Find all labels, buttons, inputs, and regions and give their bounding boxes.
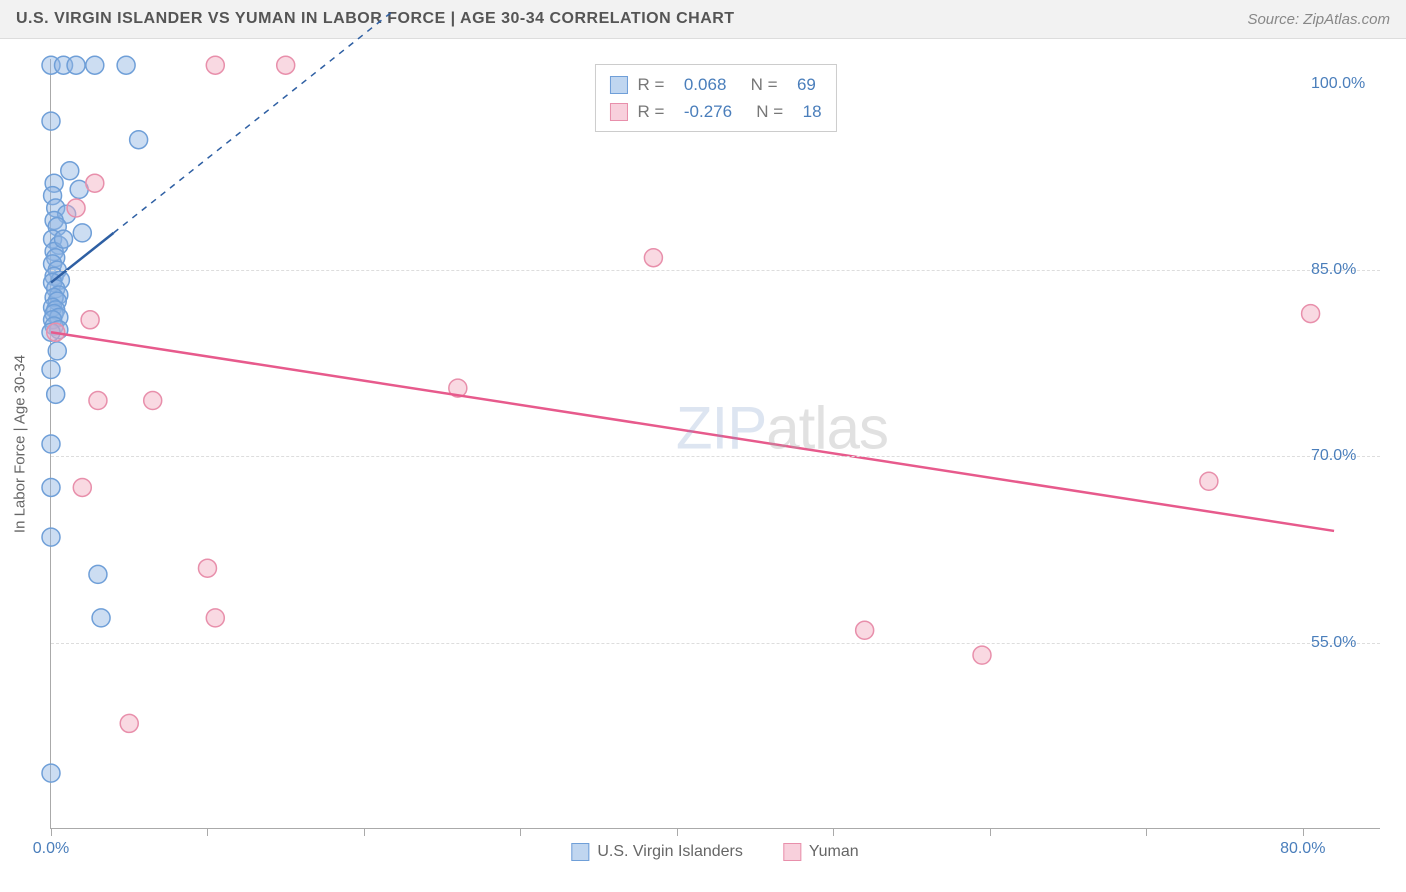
y-tick-label: 100.0%: [1311, 75, 1365, 93]
stats-row: R = -0.276 N = 18: [609, 98, 821, 125]
stats-r-value: 0.068: [674, 71, 726, 98]
x-tick-label: 80.0%: [1280, 840, 1325, 858]
x-tick-label: 0.0%: [33, 840, 69, 858]
gridline: [51, 643, 1380, 644]
chart-title: U.S. VIRGIN ISLANDER VS YUMAN IN LABOR F…: [16, 10, 735, 28]
scatter-point-yuman: [1302, 305, 1320, 323]
scatter-point-usvi: [47, 385, 65, 403]
x-tick: [51, 828, 52, 836]
x-tick: [364, 828, 365, 836]
scatter-point-yuman: [86, 174, 104, 192]
legend-swatch: [571, 843, 589, 861]
scatter-point-yuman: [973, 646, 991, 664]
legend-item: Yuman: [783, 843, 859, 861]
scatter-point-yuman: [81, 311, 99, 329]
stats-swatch: [609, 76, 627, 94]
scatter-point-yuman: [144, 392, 162, 410]
stats-swatch: [609, 103, 627, 121]
x-tick: [990, 828, 991, 836]
stats-box: R = 0.068 N = 69R = -0.276 N = 18: [594, 64, 836, 132]
chart-area: In Labor Force | Age 30-34 ZIPatlas R = …: [50, 59, 1380, 829]
scatter-point-usvi: [61, 162, 79, 180]
y-tick-label: 55.0%: [1311, 634, 1356, 652]
legend: U.S. Virgin Islanders Yuman: [571, 843, 858, 861]
scatter-point-yuman: [1200, 472, 1218, 490]
scatter-point-usvi: [89, 565, 107, 583]
scatter-point-usvi: [42, 435, 60, 453]
stats-r-label: R =: [637, 71, 664, 98]
legend-item: U.S. Virgin Islanders: [571, 843, 743, 861]
y-tick-label: 85.0%: [1311, 261, 1356, 279]
scatter-point-usvi: [86, 56, 104, 74]
x-tick: [833, 828, 834, 836]
y-tick-label: 70.0%: [1311, 447, 1356, 465]
scatter-point-usvi: [55, 230, 73, 248]
legend-label: Yuman: [809, 843, 859, 861]
scatter-point-usvi: [42, 478, 60, 496]
stats-r-label: R =: [637, 98, 664, 125]
scatter-point-yuman: [856, 621, 874, 639]
x-tick: [677, 828, 678, 836]
x-tick: [207, 828, 208, 836]
scatter-point-usvi: [92, 609, 110, 627]
stats-row: R = 0.068 N = 69: [609, 71, 821, 98]
scatter-point-usvi: [117, 56, 135, 74]
x-tick: [1146, 828, 1147, 836]
scatter-point-usvi: [73, 224, 91, 242]
scatter-point-yuman: [67, 199, 85, 217]
plot-region: ZIPatlas R = 0.068 N = 69R = -0.276 N = …: [50, 59, 1380, 829]
scatter-point-usvi: [42, 528, 60, 546]
x-tick: [1303, 828, 1304, 836]
scatter-point-usvi: [67, 56, 85, 74]
legend-swatch: [783, 843, 801, 861]
scatter-point-yuman: [644, 249, 662, 267]
plot-svg: [51, 59, 1380, 828]
scatter-point-yuman: [277, 56, 295, 74]
title-bar: U.S. VIRGIN ISLANDER VS YUMAN IN LABOR F…: [0, 0, 1406, 39]
y-axis-label: In Labor Force | Age 30-34: [12, 355, 29, 533]
stats-n-label: N =: [736, 71, 777, 98]
scatter-point-usvi: [48, 342, 66, 360]
scatter-point-yuman: [120, 714, 138, 732]
scatter-point-yuman: [73, 478, 91, 496]
fit-line-yuman: [51, 332, 1334, 531]
scatter-point-yuman: [206, 609, 224, 627]
source-attribution: Source: ZipAtlas.com: [1247, 11, 1390, 28]
stats-r-value: -0.276: [674, 98, 732, 125]
gridline: [51, 270, 1380, 271]
gridline: [51, 456, 1380, 457]
scatter-point-yuman: [198, 559, 216, 577]
scatter-point-usvi: [42, 112, 60, 130]
scatter-point-usvi: [42, 764, 60, 782]
scatter-point-usvi: [42, 360, 60, 378]
x-tick: [520, 828, 521, 836]
scatter-point-yuman: [206, 56, 224, 74]
stats-n-value: 69: [788, 71, 816, 98]
fit-line-ext-usvi: [114, 9, 396, 233]
scatter-point-usvi: [130, 131, 148, 149]
scatter-point-yuman: [89, 392, 107, 410]
stats-n-label: N =: [742, 98, 783, 125]
stats-n-value: 18: [793, 98, 821, 125]
legend-label: U.S. Virgin Islanders: [597, 843, 743, 861]
